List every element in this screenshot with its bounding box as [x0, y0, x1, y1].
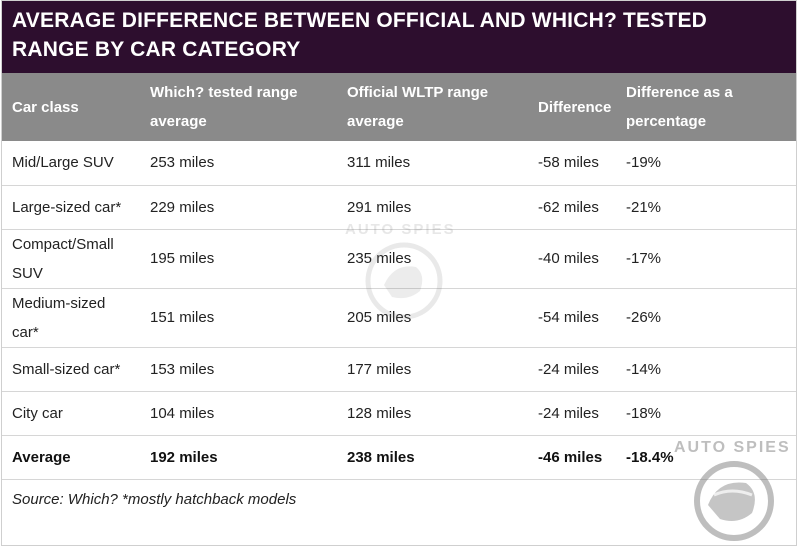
table-cell: -18.4%	[616, 435, 796, 480]
table-cell: 238 miles	[337, 435, 528, 480]
table-cell: 253 miles	[140, 141, 337, 186]
table-title: AVERAGE DIFFERENCE BETWEEN OFFICIAL AND …	[2, 1, 796, 73]
table-cell: City car	[2, 391, 140, 436]
table-cell: 311 miles	[337, 141, 528, 186]
header-cell: Official WLTP range average	[337, 73, 528, 141]
table-cell: Average	[2, 435, 140, 480]
table-cell: -26%	[616, 288, 796, 348]
table-cell: -19%	[616, 141, 796, 186]
table-cell: -46 miles	[528, 435, 616, 480]
table-cell: Large-sized car*	[2, 185, 140, 230]
table-cell: -54 miles	[528, 288, 616, 348]
table-row: Compact/Small SUV 195 miles 235 miles -4…	[2, 229, 796, 289]
header-cell: Car class	[2, 73, 140, 141]
table-cell: 192 miles	[140, 435, 337, 480]
table-cell: 229 miles	[140, 185, 337, 230]
table-row: Medium-sized car* 151 miles 205 miles -5…	[2, 288, 796, 348]
table-cell: 128 miles	[337, 391, 528, 436]
table-cell: Medium-sized car*	[2, 288, 140, 348]
table-cell: 291 miles	[337, 185, 528, 230]
table-cell: 195 miles	[140, 229, 337, 289]
average-row: Average 192 miles 238 miles -46 miles -1…	[2, 435, 796, 480]
table-cell: Mid/Large SUV	[2, 141, 140, 186]
table-row: City car 104 miles 128 miles -24 miles -…	[2, 391, 796, 436]
table-cell: -18%	[616, 391, 796, 436]
table-cell: -40 miles	[528, 229, 616, 289]
header-cell: Difference	[528, 73, 616, 141]
table-cell: -58 miles	[528, 141, 616, 186]
table-cell: 177 miles	[337, 347, 528, 392]
table-cell: 151 miles	[140, 288, 337, 348]
table-cell: -14%	[616, 347, 796, 392]
table-cell: 205 miles	[337, 288, 528, 348]
table-cell: 104 miles	[140, 391, 337, 436]
table-row: Large-sized car* 229 miles 291 miles -62…	[2, 185, 796, 230]
table-row: Mid/Large SUV 253 miles 311 miles -58 mi…	[2, 141, 796, 186]
table-cell: 153 miles	[140, 347, 337, 392]
table-cell: -62 miles	[528, 185, 616, 230]
header-cell: Difference as a percentage	[616, 73, 796, 141]
source-row: Source: Which? *mostly hatchback models	[2, 479, 796, 519]
table-row: Small-sized car* 153 miles 177 miles -24…	[2, 347, 796, 392]
table-cell: -24 miles	[528, 391, 616, 436]
header-cell: Which? tested range average	[140, 73, 337, 141]
table-cell: -17%	[616, 229, 796, 289]
table-cell: Compact/Small SUV	[2, 229, 140, 289]
header-row: Car class Which? tested range average Of…	[2, 73, 796, 141]
table-cell: 235 miles	[337, 229, 528, 289]
table-cell: Small-sized car*	[2, 347, 140, 392]
table-cell: -21%	[616, 185, 796, 230]
range-table: Car class Which? tested range average Of…	[2, 73, 796, 519]
table-cell: -24 miles	[528, 347, 616, 392]
source-note: Source: Which? *mostly hatchback models	[12, 490, 297, 508]
